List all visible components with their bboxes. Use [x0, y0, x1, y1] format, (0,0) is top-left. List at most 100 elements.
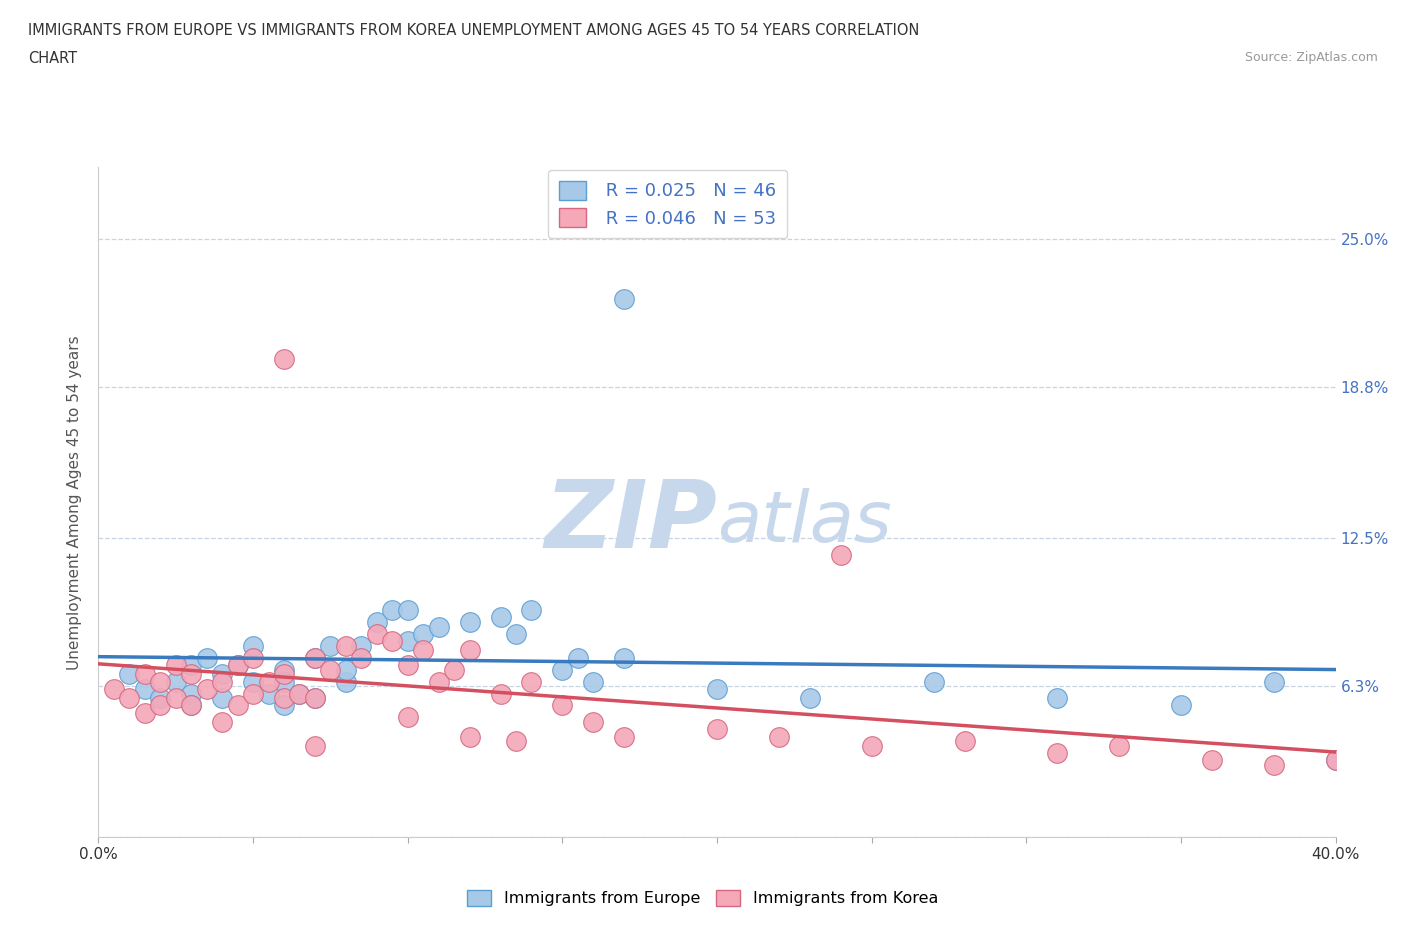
Y-axis label: Unemployment Among Ages 45 to 54 years: Unemployment Among Ages 45 to 54 years — [67, 335, 83, 670]
Point — [551, 662, 574, 677]
Point — [1201, 753, 1223, 768]
Point — [273, 698, 295, 713]
Point — [381, 603, 404, 618]
Text: CHART: CHART — [28, 51, 77, 66]
Point — [180, 667, 202, 682]
Point — [1046, 691, 1069, 706]
Point — [118, 691, 141, 706]
Point — [350, 650, 373, 665]
Legend: Immigrants from Europe, Immigrants from Korea: Immigrants from Europe, Immigrants from … — [461, 884, 945, 912]
Point — [180, 686, 202, 701]
Point — [165, 691, 187, 706]
Legend:  R = 0.025   N = 46,  R = 0.046   N = 53: R = 0.025 N = 46, R = 0.046 N = 53 — [548, 170, 787, 238]
Point — [412, 643, 434, 658]
Point — [520, 603, 543, 618]
Point — [1108, 738, 1130, 753]
Point — [273, 691, 295, 706]
Point — [366, 615, 388, 630]
Text: ZIP: ZIP — [544, 476, 717, 568]
Point — [505, 734, 527, 749]
Point — [242, 650, 264, 665]
Point — [396, 603, 419, 618]
Text: IMMIGRANTS FROM EUROPE VS IMMIGRANTS FROM KOREA UNEMPLOYMENT AMONG AGES 45 TO 54: IMMIGRANTS FROM EUROPE VS IMMIGRANTS FRO… — [28, 23, 920, 38]
Point — [211, 715, 233, 730]
Point — [257, 686, 280, 701]
Point — [505, 626, 527, 641]
Point — [103, 682, 125, 697]
Point — [180, 658, 202, 672]
Point — [335, 674, 357, 689]
Point — [242, 686, 264, 701]
Point — [211, 667, 233, 682]
Point — [335, 638, 357, 653]
Point — [799, 691, 821, 706]
Point — [613, 729, 636, 744]
Point — [706, 722, 728, 737]
Point — [1046, 746, 1069, 761]
Point — [350, 638, 373, 653]
Point — [211, 674, 233, 689]
Point — [443, 662, 465, 677]
Point — [118, 667, 141, 682]
Point — [458, 615, 481, 630]
Point — [165, 674, 187, 689]
Point — [242, 674, 264, 689]
Point — [134, 682, 156, 697]
Point — [489, 609, 512, 624]
Point — [226, 658, 249, 672]
Point — [304, 650, 326, 665]
Point — [458, 643, 481, 658]
Point — [489, 686, 512, 701]
Point — [226, 698, 249, 713]
Point — [165, 658, 187, 672]
Point — [319, 638, 342, 653]
Point — [335, 662, 357, 677]
Point — [288, 686, 311, 701]
Point — [427, 674, 450, 689]
Point — [226, 658, 249, 672]
Point — [396, 658, 419, 672]
Point — [953, 734, 976, 749]
Text: Source: ZipAtlas.com: Source: ZipAtlas.com — [1244, 51, 1378, 64]
Point — [381, 633, 404, 648]
Point — [242, 638, 264, 653]
Point — [273, 352, 295, 366]
Point — [613, 650, 636, 665]
Point — [195, 682, 218, 697]
Point — [706, 682, 728, 697]
Point — [288, 686, 311, 701]
Point — [582, 674, 605, 689]
Text: atlas: atlas — [717, 488, 891, 557]
Point — [1263, 674, 1285, 689]
Point — [458, 729, 481, 744]
Point — [922, 674, 945, 689]
Point — [211, 691, 233, 706]
Point — [134, 705, 156, 720]
Point — [180, 698, 202, 713]
Point — [149, 691, 172, 706]
Point — [860, 738, 883, 753]
Point — [257, 674, 280, 689]
Point — [366, 626, 388, 641]
Point — [412, 626, 434, 641]
Point — [180, 698, 202, 713]
Point — [551, 698, 574, 713]
Point — [149, 698, 172, 713]
Point — [1170, 698, 1192, 713]
Point — [134, 667, 156, 682]
Point — [304, 738, 326, 753]
Point — [427, 619, 450, 634]
Point — [582, 715, 605, 730]
Point — [273, 662, 295, 677]
Point — [1263, 758, 1285, 773]
Point — [396, 633, 419, 648]
Point — [273, 674, 295, 689]
Point — [613, 291, 636, 306]
Point — [830, 548, 852, 563]
Point — [567, 650, 589, 665]
Point — [1324, 753, 1347, 768]
Point — [304, 691, 326, 706]
Point — [195, 650, 218, 665]
Point — [149, 674, 172, 689]
Point — [520, 674, 543, 689]
